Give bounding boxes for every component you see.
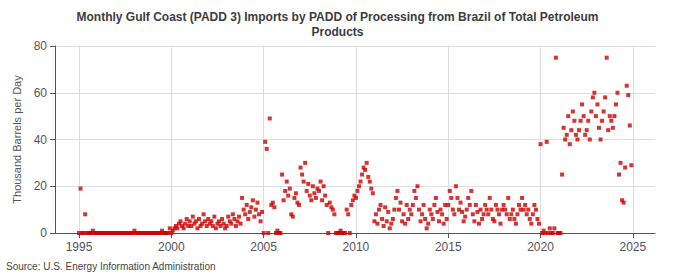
svg-text:Products: Products [311, 25, 363, 39]
svg-text:0: 0 [40, 226, 47, 240]
svg-text:2005: 2005 [250, 240, 277, 254]
svg-text:Monthly Gulf Coast (PADD 3) Im: Monthly Gulf Coast (PADD 3) Imports by P… [76, 10, 598, 24]
svg-text:Source: U.S. Energy Informatio: Source: U.S. Energy Information Administ… [6, 261, 216, 272]
svg-text:Thousand Barrels per Day: Thousand Barrels per Day [11, 75, 23, 204]
svg-text:80: 80 [34, 39, 48, 53]
svg-text:60: 60 [34, 86, 48, 100]
svg-text:2015: 2015 [435, 240, 462, 254]
svg-text:2000: 2000 [158, 240, 185, 254]
svg-text:20: 20 [34, 179, 48, 193]
svg-text:40: 40 [34, 133, 48, 147]
svg-text:2010: 2010 [343, 240, 370, 254]
svg-text:1995: 1995 [66, 240, 93, 254]
svg-text:2020: 2020 [527, 240, 554, 254]
svg-text:2025: 2025 [619, 240, 646, 254]
